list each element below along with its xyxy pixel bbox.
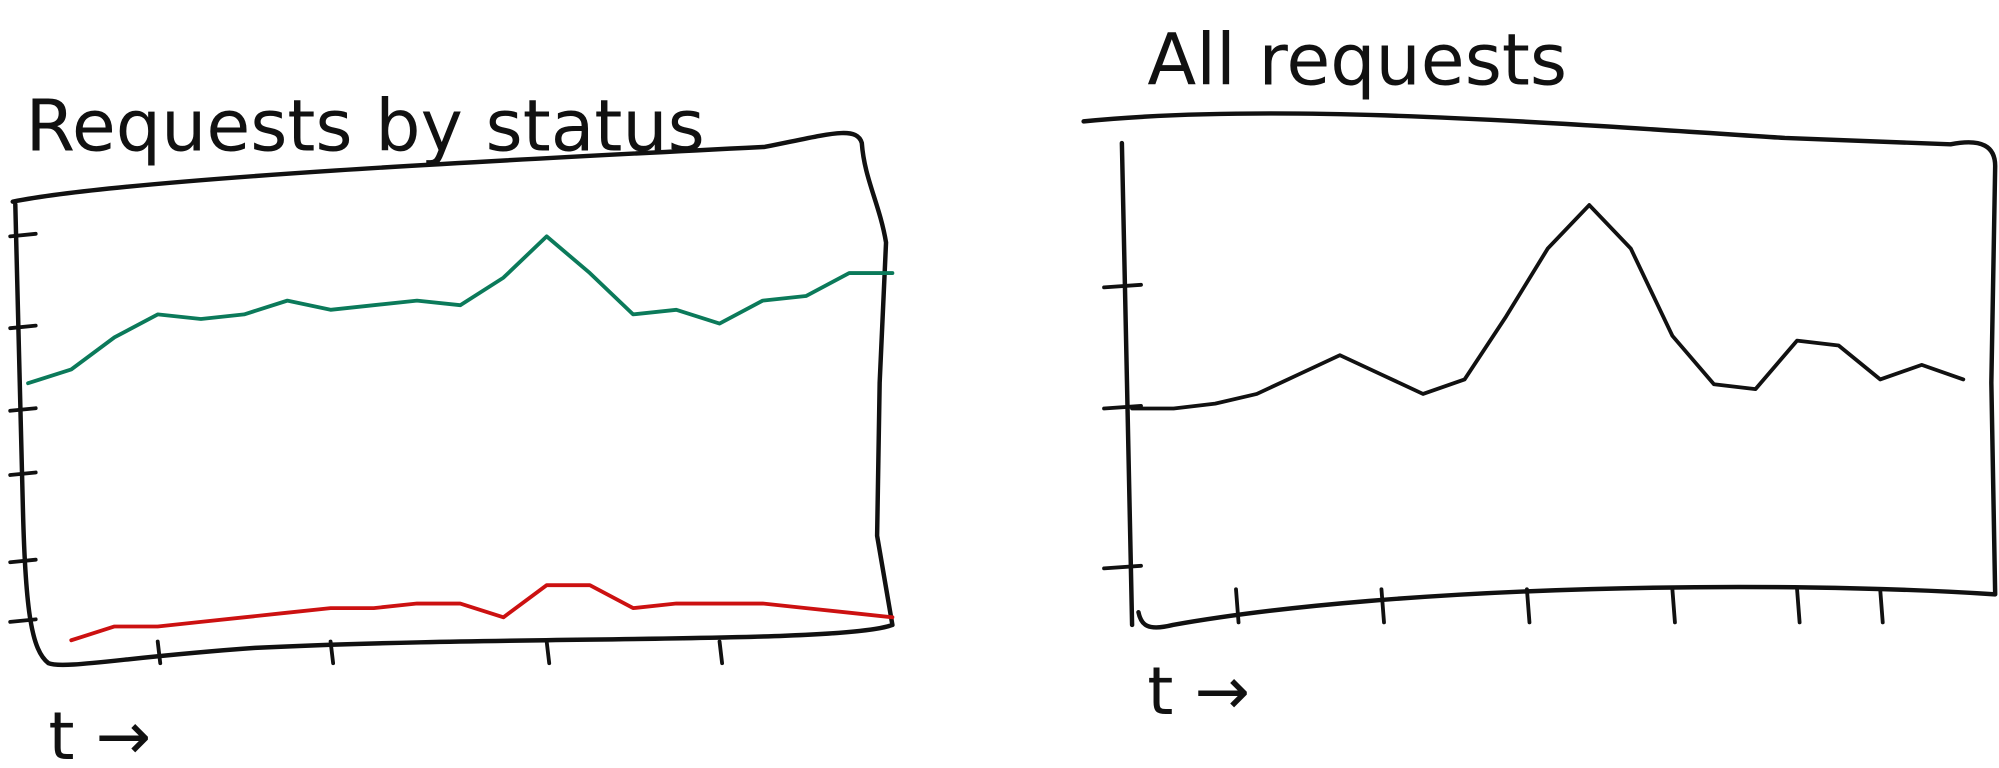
x-tick-mark: [1379, 587, 1386, 625]
x-tick-mark: [544, 639, 552, 666]
chart-title: All requests: [1147, 18, 1567, 101]
chart-title: Requests by status: [25, 85, 704, 168]
x-axis-label: t →: [1147, 652, 1250, 730]
x-tick-mark: [1670, 587, 1677, 625]
y-tick-mark: [1102, 282, 1143, 290]
y-tick-mark: [8, 557, 38, 565]
chart-frame: [1081, 111, 1998, 630]
y-tick-mark: [8, 617, 38, 624]
data-line: [26, 234, 895, 386]
x-tick-mark: [1525, 587, 1532, 625]
y-tick-mark: [8, 470, 38, 477]
x-tick-mark: [1234, 587, 1241, 625]
data-line: [69, 583, 895, 643]
x-tick-mark: [1795, 587, 1802, 625]
chart-frame: [10, 130, 895, 668]
y-tick-mark: [1102, 404, 1143, 411]
x-tick-mark: [155, 639, 163, 666]
x-axis-label: t →: [48, 697, 151, 768]
y-tick-mark: [1102, 563, 1143, 571]
x-tick-mark: [328, 639, 336, 666]
y-axis: [1119, 140, 1135, 628]
y-tick-mark: [8, 406, 38, 413]
x-tick-mark: [1878, 587, 1885, 625]
data-line: [1130, 203, 1966, 411]
y-tick-mark: [8, 231, 38, 239]
y-tick-mark: [8, 323, 38, 331]
x-tick-mark: [717, 639, 725, 666]
